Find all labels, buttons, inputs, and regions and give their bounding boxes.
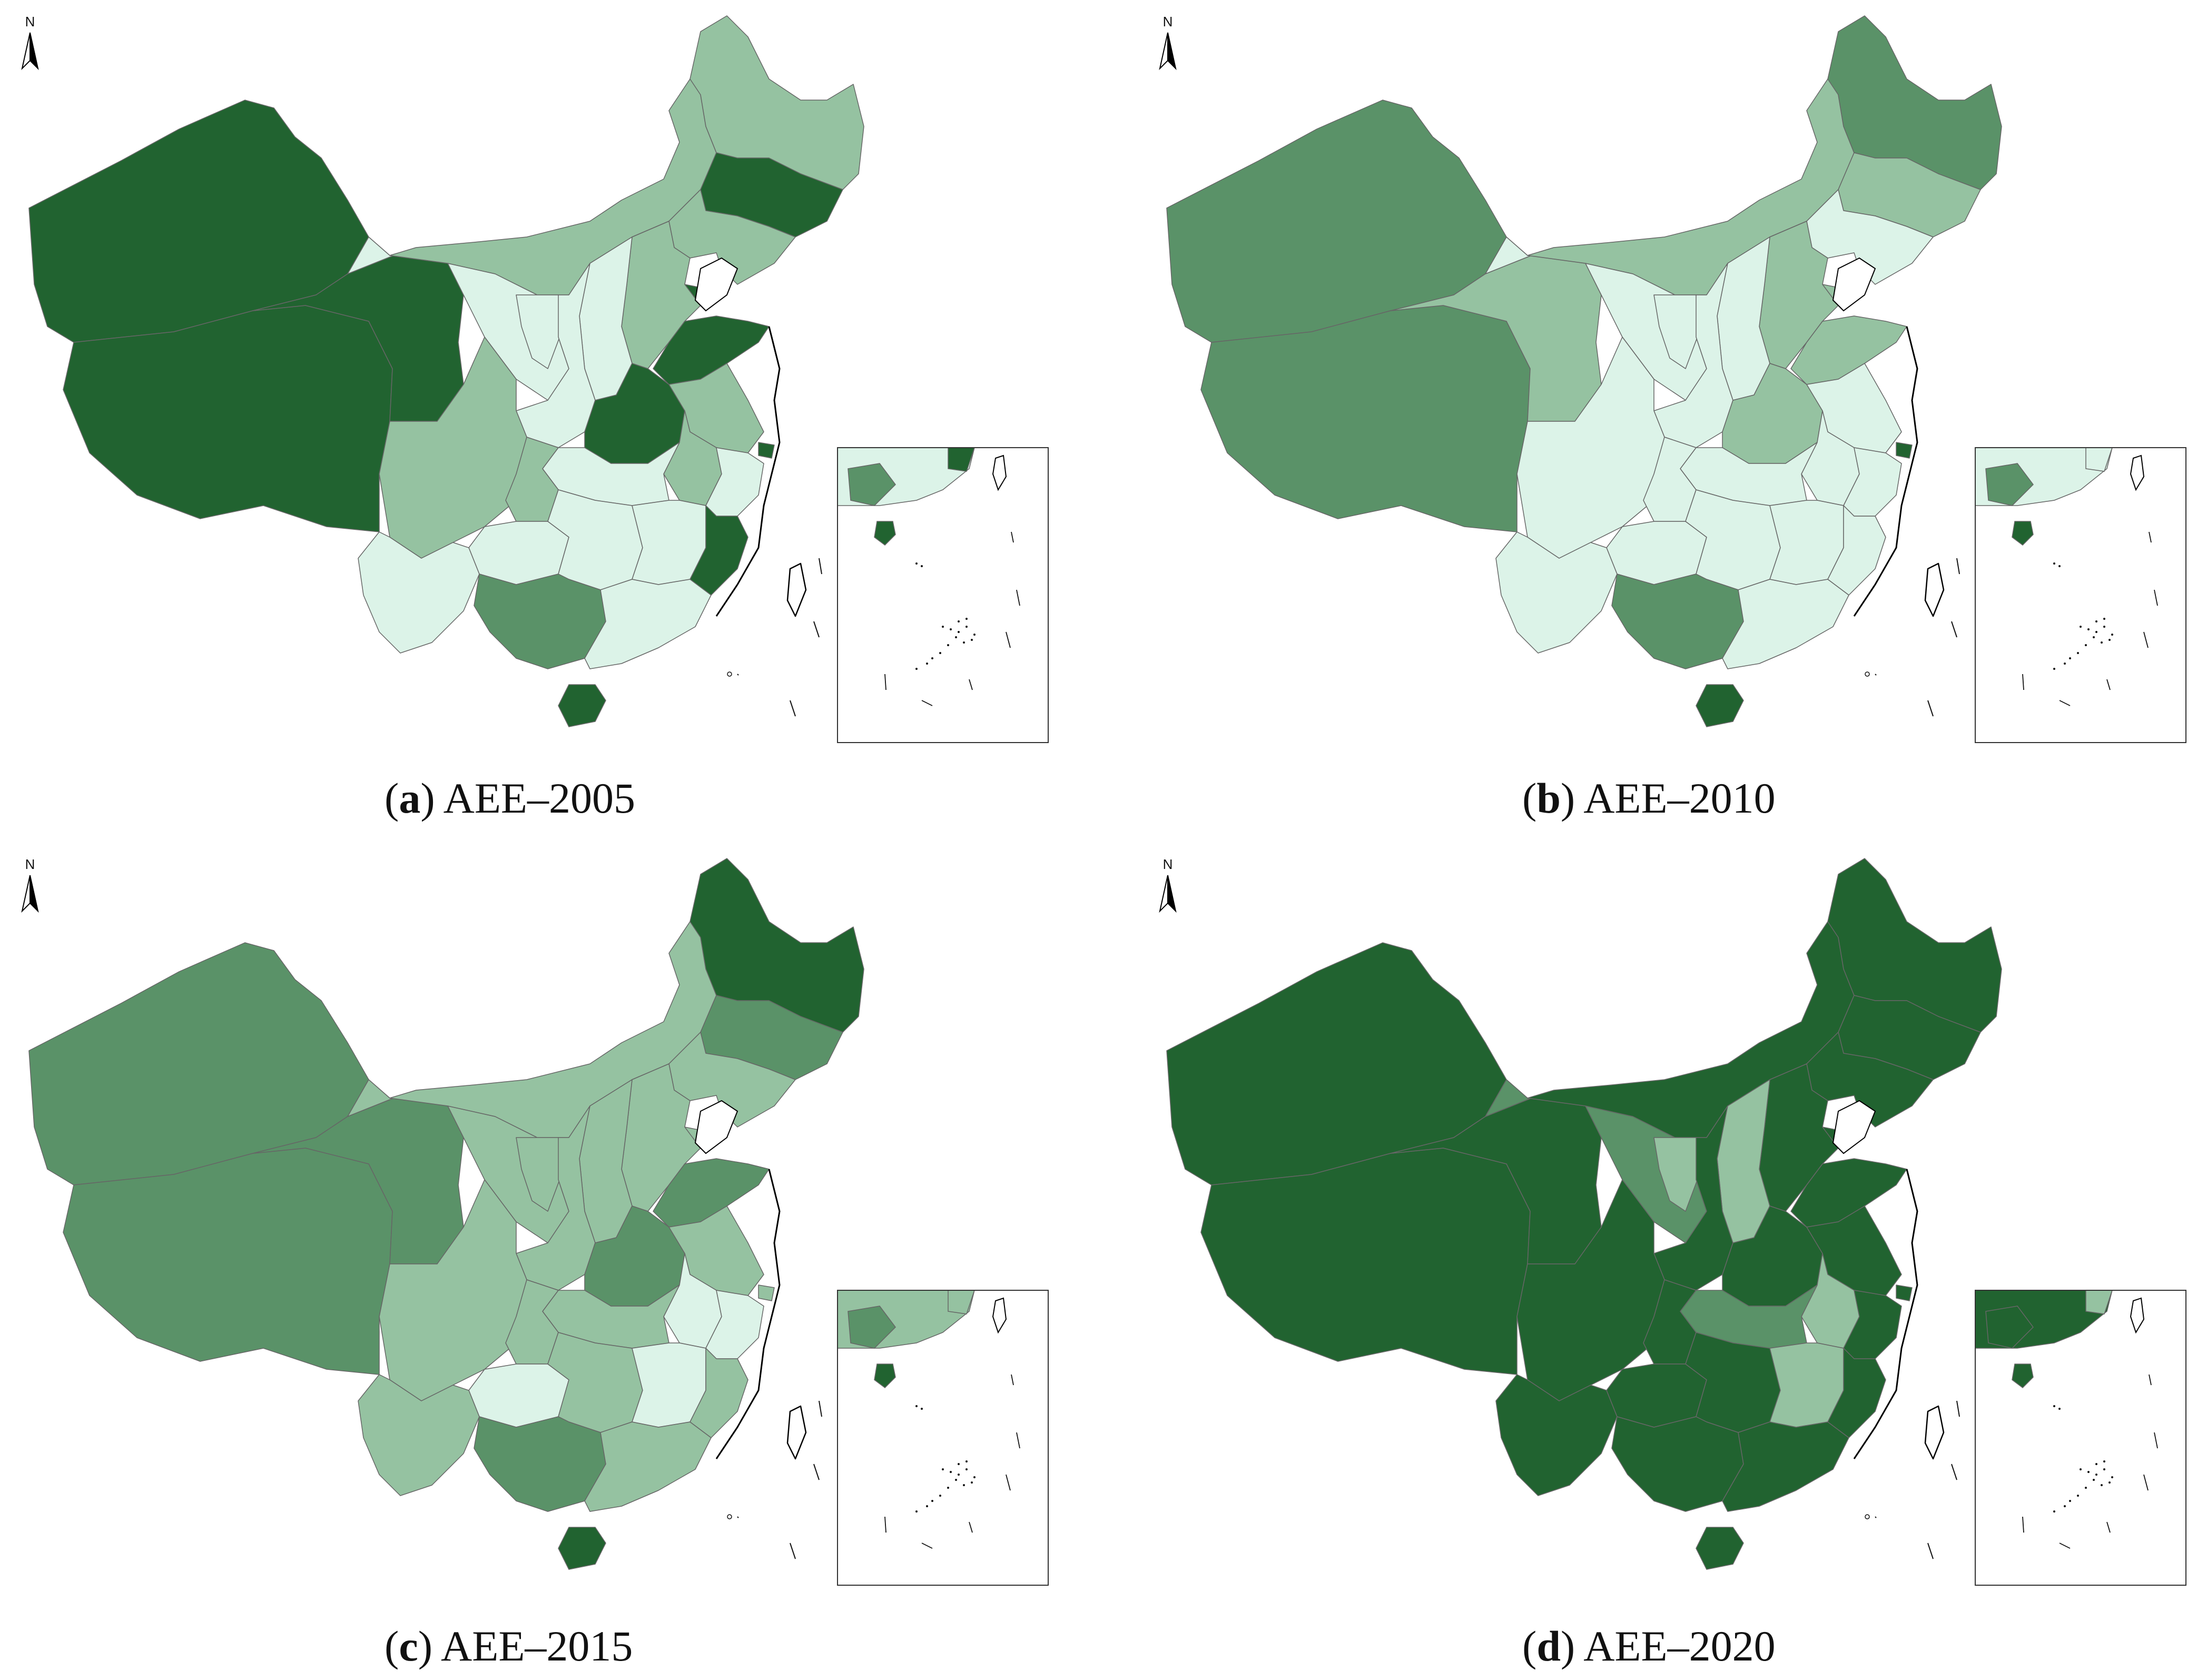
province-taiwan xyxy=(1924,562,1945,617)
province-guangxi xyxy=(474,574,606,669)
north-arrow-icon: N xyxy=(21,14,39,71)
map-panel-d: N (d) AEE–2020 xyxy=(1138,843,2207,1680)
caption-c: (c) AEE–2015 xyxy=(385,1622,633,1670)
bohai-sea-c xyxy=(694,1100,738,1154)
province-shanghai xyxy=(758,442,775,459)
province-guangdong xyxy=(584,1421,712,1512)
province-ningxia xyxy=(516,1137,564,1212)
province-yunnan xyxy=(358,531,480,654)
province-ningxia xyxy=(1653,294,1702,369)
caption-letter-a: a xyxy=(399,774,421,822)
province-guangdong xyxy=(584,579,712,669)
caption-letter-c: c xyxy=(399,1622,418,1670)
coastline-a xyxy=(715,326,781,617)
province-tibet xyxy=(63,1148,393,1375)
south-china-sea-inset xyxy=(837,1290,1049,1586)
province-shaanxi xyxy=(516,1105,596,1291)
north-arrow-icon: N xyxy=(21,856,39,913)
provinces-b xyxy=(1166,15,2002,727)
province-guangxi xyxy=(1611,1416,1744,1512)
province-taiwan xyxy=(786,1405,807,1460)
north-arrow-icon: N xyxy=(1159,856,1177,913)
province-hainan xyxy=(558,684,606,727)
svg-text:N: N xyxy=(1163,14,1173,29)
bohai-sea-a xyxy=(694,257,738,312)
province-yunnan xyxy=(1495,531,1618,654)
province-tibet xyxy=(1200,1148,1531,1375)
province-ningxia xyxy=(1653,1137,1702,1212)
svg-text:N: N xyxy=(25,14,35,29)
province-heilongjiang xyxy=(1827,15,2002,190)
south-china-sea-inset xyxy=(837,447,1049,743)
province-shaanxi xyxy=(1653,1105,1733,1291)
caption-d: (d) AEE–2020 xyxy=(1522,1622,1776,1670)
coastline-b xyxy=(1853,326,1918,617)
caption-text-d: AEE–2020 xyxy=(1583,1622,1776,1670)
islands-d xyxy=(1865,1400,1960,1559)
china-map-b: N xyxy=(1159,14,2186,743)
china-map-d: N xyxy=(1159,856,2186,1586)
map-panel-a: N (a) AEE–2005 xyxy=(0,0,1101,837)
province-heilongjiang xyxy=(689,858,864,1033)
province-heilongjiang xyxy=(1827,858,2002,1033)
province-shanghai xyxy=(758,1284,775,1301)
province-fujian xyxy=(689,505,748,596)
province-shandong xyxy=(653,315,770,385)
coastline-c xyxy=(715,1169,781,1459)
islands-c xyxy=(727,1400,822,1559)
province-guangdong xyxy=(1722,1421,1849,1512)
china-map-c: N xyxy=(21,856,1049,1586)
province-tibet xyxy=(63,305,393,532)
coastline-d xyxy=(1853,1169,1918,1459)
province-yunnan xyxy=(358,1374,480,1496)
province-guangxi xyxy=(1611,574,1744,669)
province-ningxia xyxy=(516,294,564,369)
svg-text:N: N xyxy=(25,856,35,872)
province-taiwan xyxy=(786,562,807,617)
province-fujian xyxy=(1827,1348,1886,1438)
province-shanghai xyxy=(1896,1284,1913,1301)
province-guangxi xyxy=(474,1416,606,1512)
province-taiwan xyxy=(1924,1405,1945,1460)
caption-b: (b) AEE–2010 xyxy=(1522,774,1776,822)
map-panel-c: N (c) AEE–2015 xyxy=(0,843,1101,1680)
bohai-sea-d xyxy=(1832,1100,1876,1154)
province-yunnan xyxy=(1495,1374,1618,1496)
province-shandong xyxy=(1790,1158,1907,1228)
province-shandong xyxy=(653,1158,770,1228)
province-fujian xyxy=(689,1348,748,1438)
caption-a: (a) AEE–2005 xyxy=(385,774,636,822)
province-hainan xyxy=(558,1527,606,1570)
islands-a xyxy=(727,558,822,717)
province-hainan xyxy=(1696,684,1744,727)
province-shanghai xyxy=(1896,442,1913,459)
provinces-a xyxy=(28,15,864,727)
caption-text-c: AEE–2015 xyxy=(441,1622,633,1670)
caption-text-a: AEE–2005 xyxy=(443,774,636,822)
map-panel-b: N (b) AEE–2010 xyxy=(1138,0,2207,837)
caption-text-b: AEE–2010 xyxy=(1583,774,1776,822)
province-shaanxi xyxy=(516,263,596,448)
province-heilongjiang xyxy=(689,15,864,190)
province-tibet xyxy=(1200,305,1531,532)
bohai-sea-b xyxy=(1832,257,1876,312)
province-shandong xyxy=(1790,315,1907,385)
provinces-d xyxy=(1166,858,2002,1570)
south-china-sea-inset xyxy=(1975,447,2186,743)
islands-b xyxy=(1865,558,1960,717)
south-china-sea-inset xyxy=(1975,1290,2186,1586)
china-map-a: N xyxy=(21,14,1049,743)
caption-letter-d: d xyxy=(1536,1622,1561,1670)
svg-text:N: N xyxy=(1163,856,1173,872)
provinces-c xyxy=(28,858,864,1570)
province-hainan xyxy=(1696,1527,1744,1570)
province-shaanxi xyxy=(1653,263,1733,448)
province-fujian xyxy=(1827,505,1886,596)
caption-letter-b: b xyxy=(1536,774,1561,822)
province-guangdong xyxy=(1722,579,1849,669)
north-arrow-icon: N xyxy=(1159,14,1177,71)
